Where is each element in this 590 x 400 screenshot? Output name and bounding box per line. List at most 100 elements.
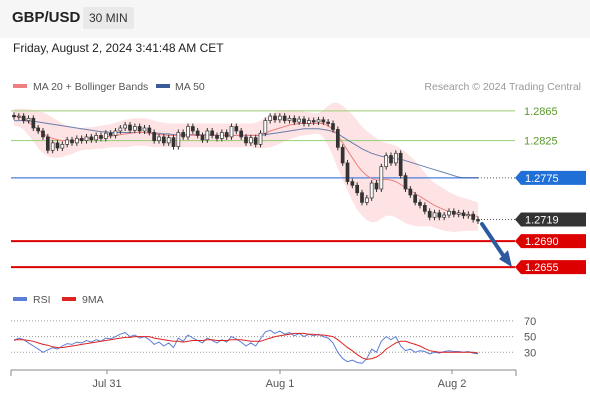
- candle-body-53: [268, 115, 273, 121]
- candle-body-73: [364, 197, 369, 203]
- candle-body-54: [273, 115, 277, 121]
- candle-body-25: [132, 126, 137, 131]
- level-tag-text-1.2719: 1.2719: [525, 215, 559, 227]
- candle-body-42: [215, 135, 219, 139]
- candle-body-44: [224, 132, 229, 138]
- timeframe-button[interactable]: 30 MIN: [83, 7, 134, 29]
- candle-body-69: [345, 162, 350, 182]
- candle-body-82: [408, 188, 413, 196]
- level-tag-1.2775: [515, 170, 586, 185]
- candle-body-62: [311, 120, 316, 123]
- time-tick-label-2: Aug 2: [438, 378, 467, 390]
- candle-body-18: [99, 135, 103, 139]
- level-tag-1.2690: [515, 234, 586, 249]
- candle-body-28: [147, 127, 152, 133]
- candle-body-26: [137, 126, 142, 132]
- rsi-tick-30: 30: [524, 347, 536, 359]
- rsi-tick-70: 70: [524, 316, 536, 328]
- level-label-1.2825: 1.2825: [524, 136, 558, 148]
- candle-body-52: [263, 120, 268, 134]
- forecast-arrow: [480, 221, 512, 268]
- candle-body-13: [74, 138, 79, 144]
- header-bar: GBP/USD 30 MIN: [0, 0, 590, 38]
- arrow-shaft: [480, 221, 507, 261]
- candle-body-49: [248, 137, 253, 144]
- candle-body-50: [253, 137, 258, 145]
- candle-body-60: [302, 118, 306, 124]
- candle-body-64: [321, 119, 326, 123]
- candle-body-24: [128, 124, 132, 131]
- candle-body-7: [45, 136, 50, 151]
- ma20-legend-swatch: [13, 84, 27, 88]
- candle-body-86: [427, 210, 432, 218]
- candle-body-70: [350, 181, 355, 186]
- candle-body-15: [84, 136, 89, 141]
- candle-body-71: [355, 184, 360, 194]
- bollinger-bands: [14, 102, 478, 233]
- candle-body-5: [36, 127, 41, 132]
- candle-body-65: [326, 121, 331, 124]
- rsi-ma-legend-swatch: [62, 297, 76, 301]
- time-tick-label-1: Aug 1: [266, 378, 295, 390]
- candle-body-83: [413, 194, 418, 203]
- candle-body-89: [442, 214, 447, 218]
- candle-body-46: [234, 126, 239, 132]
- candle-body-55: [277, 115, 282, 121]
- level-tag-1.2655: [515, 260, 586, 275]
- candle-body-35: [181, 132, 186, 138]
- candle-body-84: [418, 202, 422, 206]
- ma20-legend-label: MA 20 + Bollinger Bands: [33, 81, 148, 93]
- candle-body-48: [244, 136, 248, 144]
- candle-body-95: [471, 213, 476, 220]
- candle-body-36: [186, 126, 190, 138]
- level-tag-text-1.2775: 1.2775: [525, 173, 559, 185]
- candle-body-27: [142, 127, 147, 132]
- research-credit: Research © 2024 Trading Central: [424, 81, 581, 93]
- candle-body-21: [113, 130, 118, 136]
- candle-body-19: [103, 132, 108, 139]
- candle-body-59: [297, 118, 302, 123]
- candle-body-91: [451, 210, 456, 215]
- candle-body-2: [21, 115, 26, 121]
- arrow-head: [499, 250, 512, 268]
- candle-body-22: [118, 127, 123, 132]
- candle-body-10: [60, 144, 65, 149]
- candle-body-63: [316, 119, 321, 123]
- candle-body-9: [55, 142, 60, 149]
- candle-body-30: [157, 136, 161, 141]
- candle-body-37: [190, 126, 195, 132]
- candle-body-72: [360, 192, 364, 203]
- level-label-1.2865: 1.2865: [524, 106, 558, 118]
- candle-body-68: [340, 146, 345, 164]
- candle-body-56: [282, 115, 287, 121]
- candle-body-47: [239, 130, 244, 138]
- candle-body-3: [26, 117, 31, 121]
- candle-body-67: [335, 129, 340, 148]
- ma50-legend-swatch: [156, 84, 170, 88]
- candle-body-57: [287, 117, 292, 121]
- candle-body-32: [166, 137, 171, 144]
- candle-body-90: [447, 210, 451, 216]
- ma50-legend-label: MA 50: [175, 81, 205, 93]
- candle-body-77: [384, 155, 389, 168]
- candle-body-14: [79, 138, 84, 141]
- candle-body-16: [89, 136, 94, 141]
- candle-body-58: [292, 117, 297, 123]
- level-tag-text-1.2690: 1.2690: [525, 236, 559, 248]
- candle-body-93: [461, 212, 466, 217]
- level-labels: 1.2865 1.2825 1.2775 1.2719 1.2690 1.2655: [515, 106, 586, 275]
- candles: [12, 112, 480, 224]
- candle-body-78: [389, 155, 393, 164]
- candle-body-51: [258, 132, 263, 145]
- candle-body-92: [456, 212, 461, 215]
- candle-body-29: [152, 132, 157, 141]
- rsi-legend-label: RSI: [33, 294, 51, 306]
- candle-body-8: [50, 142, 55, 151]
- candle-body-17: [94, 135, 99, 141]
- bollinger-band-area: [14, 102, 478, 233]
- candle-body-66: [331, 123, 335, 130]
- candle-body-76: [379, 166, 384, 190]
- candle-body-39: [200, 135, 205, 141]
- candle-body-6: [41, 130, 45, 138]
